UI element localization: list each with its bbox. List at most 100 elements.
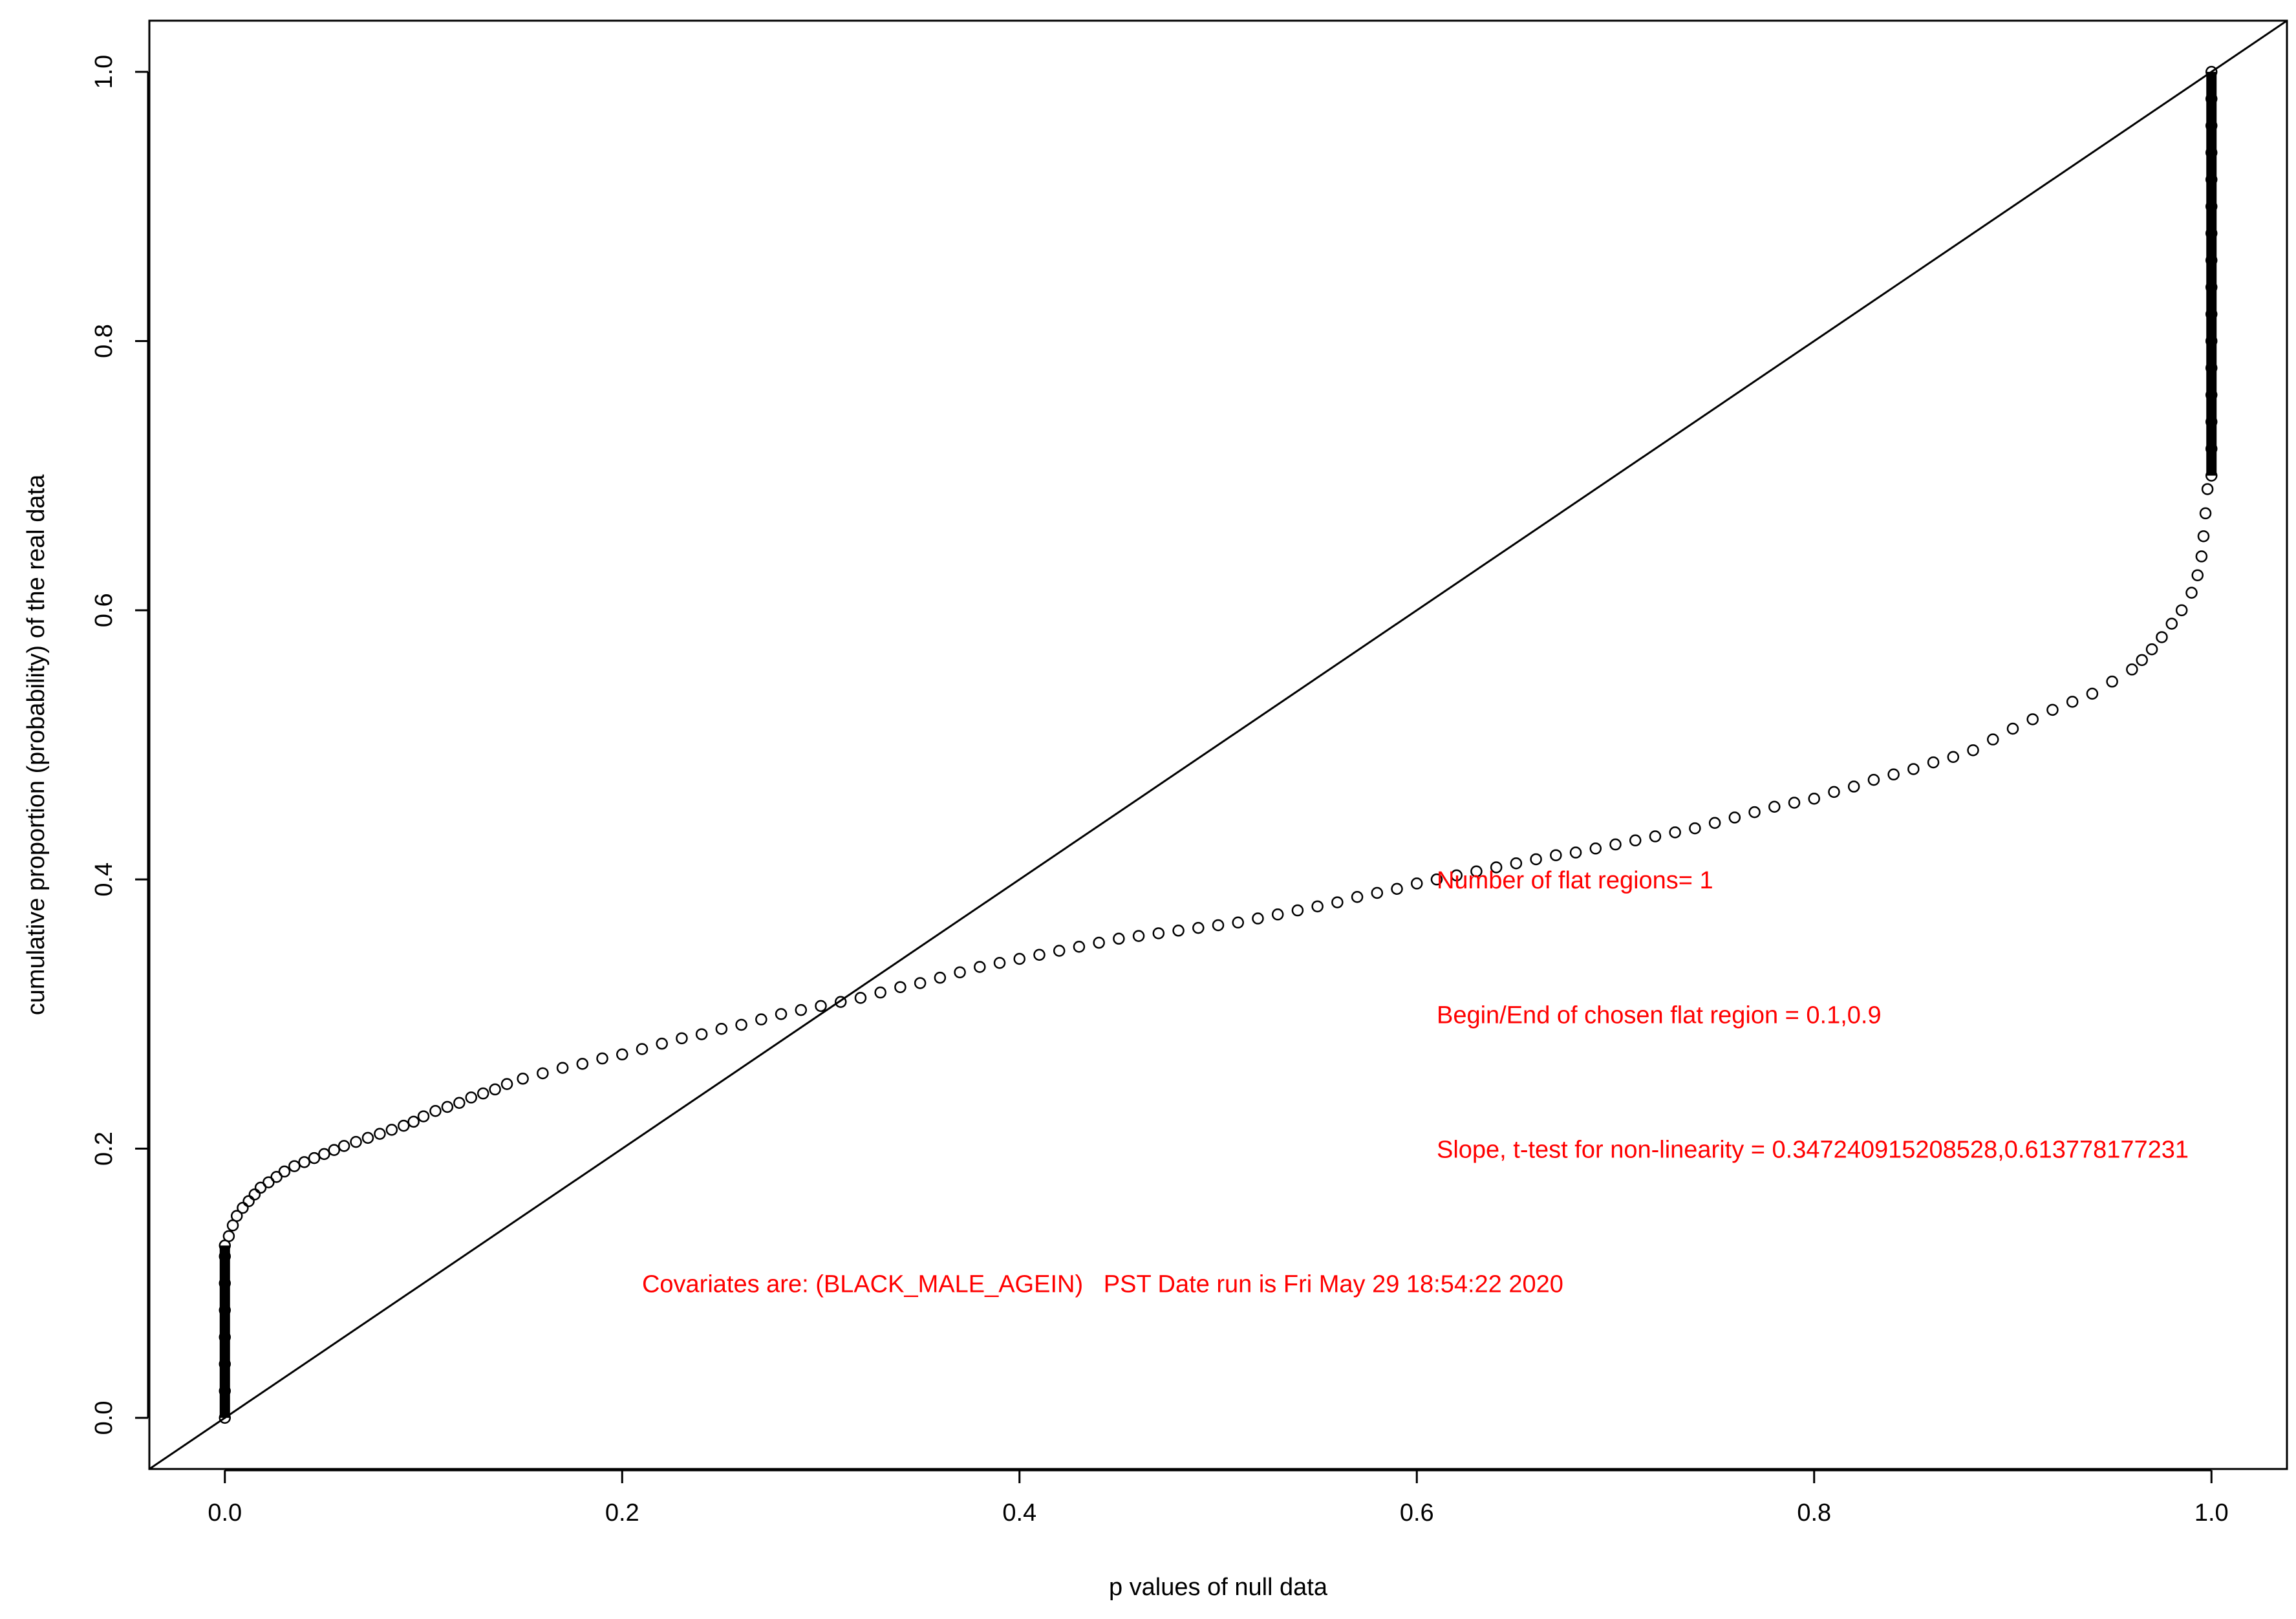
data-point (934, 971, 947, 984)
data-point (834, 996, 847, 1008)
data-point (417, 1110, 430, 1122)
data-point (465, 1091, 477, 1104)
data-point (2205, 120, 2218, 132)
data-point (318, 1148, 330, 1161)
data-point (477, 1087, 489, 1100)
y-tick-label: 1.0 (91, 55, 118, 89)
data-point (219, 1277, 231, 1289)
data-point (894, 981, 907, 993)
data-point (2205, 254, 2218, 266)
data-point (278, 1165, 291, 1178)
data-point (2205, 200, 2218, 213)
data-point (263, 1176, 275, 1188)
data-point (1470, 865, 1483, 877)
data-point (1847, 780, 1860, 793)
data-point (2205, 335, 2218, 347)
x-tick-label: 0.4 (1002, 1499, 1036, 1527)
data-point (2205, 65, 2218, 78)
data-point (1609, 838, 1622, 851)
data-point (2205, 281, 2218, 294)
data-point (242, 1195, 255, 1207)
data-point (795, 1003, 808, 1016)
data-point (1708, 817, 1721, 829)
y-axis: 0.0 0.2 0.4 0.6 0.8 1.0 (91, 55, 149, 1435)
data-point (248, 1188, 261, 1201)
data-point (1271, 908, 1284, 921)
data-point (2205, 469, 2218, 482)
data-point (288, 1160, 301, 1172)
x-tick-label: 0.2 (605, 1499, 639, 1527)
data-point (1033, 949, 1046, 961)
data-point (676, 1032, 688, 1045)
annotation-slope-ttest: Slope, t-test for non-linearity = 0.3472… (1437, 1137, 2189, 1164)
x-tick-label: 0.8 (1797, 1499, 1831, 1527)
data-point (350, 1135, 362, 1148)
data-point (1232, 916, 1244, 929)
data-point (328, 1144, 340, 1156)
data-point (1987, 733, 1999, 745)
data-point (636, 1043, 649, 1055)
data-point (1410, 877, 1423, 890)
data-point (453, 1097, 466, 1110)
y-tick-label: 0.8 (91, 324, 118, 358)
data-point (441, 1100, 454, 1113)
data-point (407, 1115, 420, 1128)
annotation-flat-region-bounds: Begin/End of chosen flat region = 0.1,0.… (1437, 1002, 1882, 1029)
data-point (2086, 687, 2099, 700)
data-point (1530, 853, 1542, 866)
data-point (254, 1181, 267, 1194)
data-point (2205, 227, 2218, 240)
data-point (2205, 389, 2218, 401)
data-point (2185, 586, 2198, 599)
data-point (1152, 927, 1165, 939)
data-point (2066, 696, 2079, 708)
data-point (2205, 416, 2218, 428)
reference-diagonal-line (149, 21, 2287, 1469)
annotation-covariates-date: Covariates are: (BLACK_MALE_AGEIN) PST D… (642, 1271, 1563, 1298)
data-point (2006, 722, 2019, 735)
data-point (385, 1124, 398, 1136)
data-point (374, 1128, 386, 1140)
data-point (2201, 483, 2214, 495)
data-point (1589, 842, 1602, 855)
data-point (1569, 846, 1582, 859)
data-point (489, 1083, 501, 1096)
data-point (1867, 773, 1880, 786)
data-point (429, 1104, 442, 1117)
data-point (2026, 713, 2039, 725)
data-point (874, 986, 886, 999)
y-tick-label: 0.2 (91, 1131, 118, 1166)
data-point (230, 1210, 243, 1222)
data-point (298, 1156, 310, 1168)
data-point (2145, 643, 2158, 656)
data-point (1490, 861, 1503, 874)
data-point (2175, 604, 2188, 617)
data-point (398, 1119, 410, 1132)
x-tick-label: 0.6 (1400, 1499, 1434, 1527)
data-point (2205, 146, 2218, 159)
data-point (596, 1052, 608, 1065)
data-point (1093, 936, 1105, 949)
data-point (1073, 941, 1086, 953)
data-point (1351, 890, 1364, 903)
data-point (2205, 442, 2218, 455)
data-point (1113, 932, 1125, 945)
x-axis-title: p values of null data (1109, 1574, 1328, 1601)
data-point (1331, 896, 1344, 908)
data-point (1311, 900, 1324, 913)
data-point (735, 1018, 747, 1031)
data-point (361, 1131, 374, 1144)
data-point (1669, 826, 1681, 839)
data-point (1391, 883, 1403, 895)
x-tick-label: 1.0 (2194, 1499, 2229, 1527)
data-point (954, 966, 966, 979)
data-point (1748, 806, 1761, 819)
data-point (2205, 173, 2218, 186)
data-point (1291, 904, 1304, 917)
data-point (695, 1028, 708, 1040)
data-point (556, 1062, 569, 1074)
y-tick-label: 0.0 (91, 1400, 118, 1435)
data-point (1510, 857, 1523, 870)
data-point (775, 1008, 788, 1020)
